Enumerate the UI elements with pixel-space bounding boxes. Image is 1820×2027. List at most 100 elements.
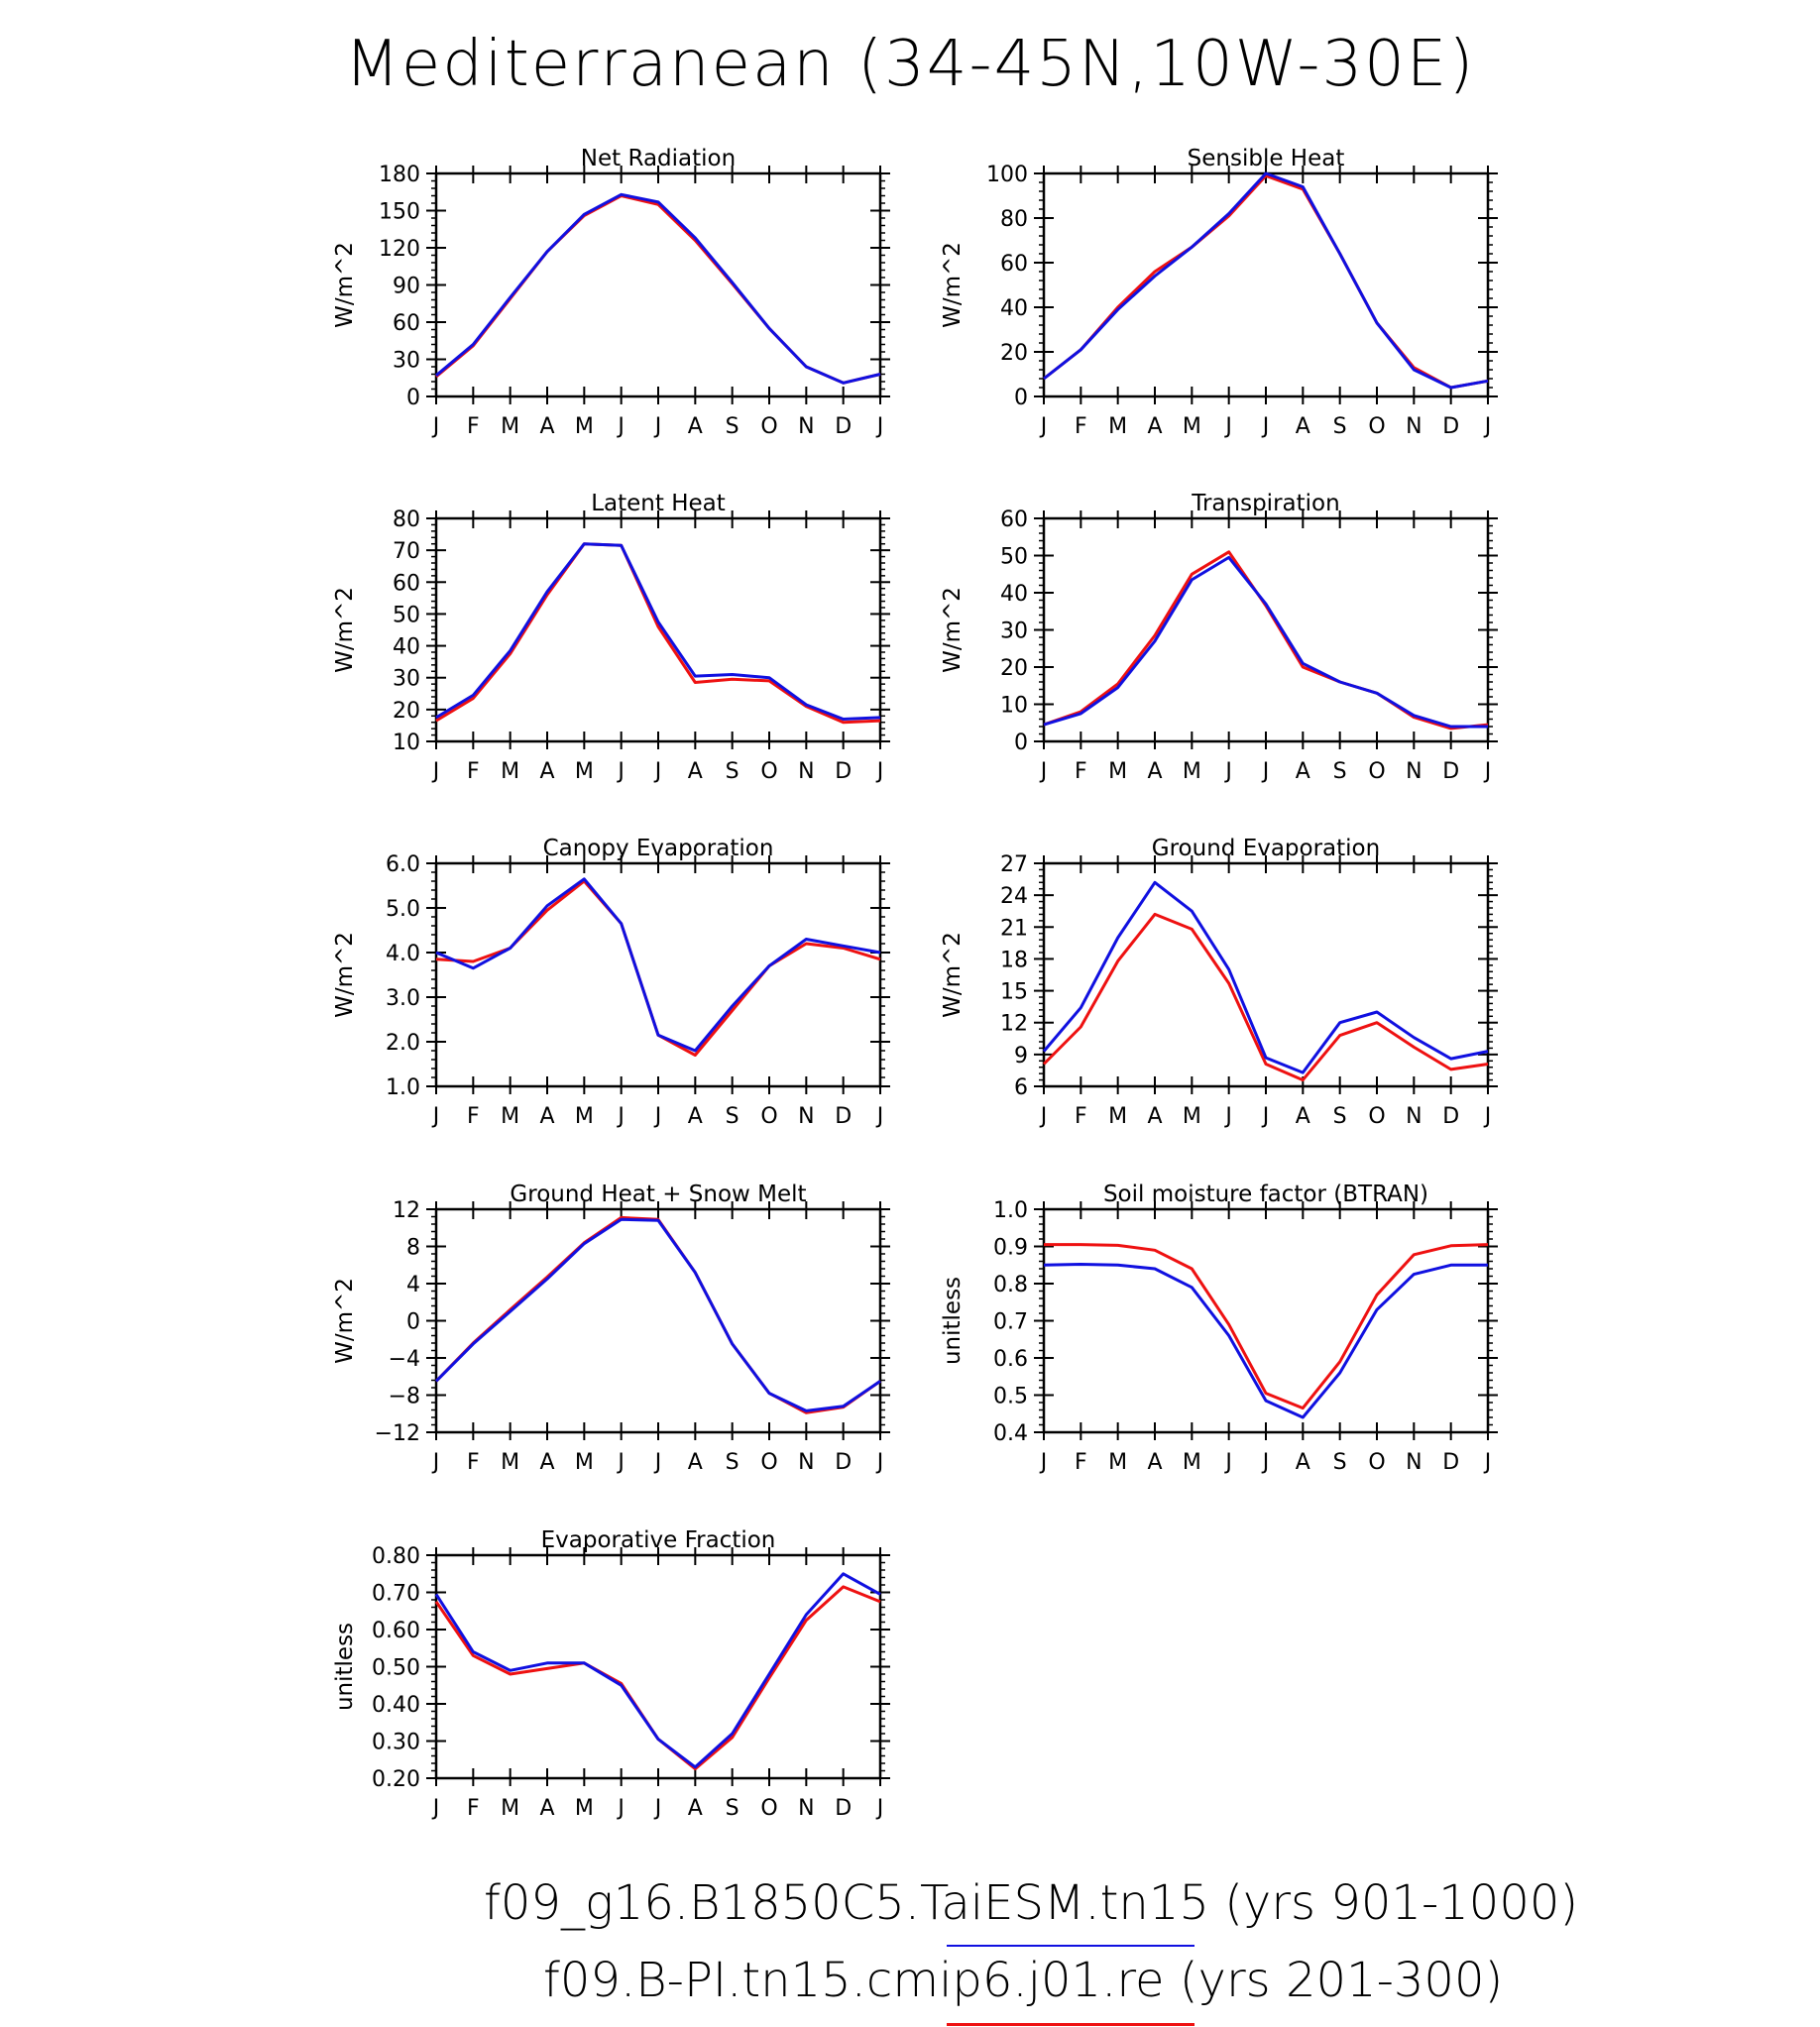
y-tick-label: 15: [1000, 980, 1028, 1005]
y-tick-label: 150: [379, 200, 420, 225]
y-tick-label: 6: [1014, 1075, 1028, 1100]
y-tick-label: 12: [393, 1198, 420, 1223]
legend-entry-1: f09_g16.B1850C5.TaiESM.tn15 (yrs 901-100…: [484, 1875, 1579, 1931]
x-tick-label: M: [1183, 1450, 1201, 1475]
x-tick-label: O: [760, 1104, 777, 1129]
x-tick-label: J: [1223, 1450, 1232, 1475]
y-tick-label: 0.50: [372, 1656, 420, 1681]
y-axis-label: W/m^2: [332, 932, 358, 1018]
x-tick-label: M: [575, 414, 594, 439]
x-tick-label: J: [616, 759, 625, 784]
series-line-blue: [435, 877, 881, 1053]
y-tick-label: 60: [1000, 507, 1028, 532]
series-line-red: [1043, 550, 1489, 731]
x-tick-label: J: [431, 759, 440, 784]
x-tick-label: J: [1483, 414, 1492, 439]
y-tick-label: 3.0: [386, 986, 420, 1011]
y-tick-label: 0.4: [993, 1421, 1028, 1446]
x-tick-label: M: [575, 1450, 594, 1475]
plot-frame: [434, 171, 882, 398]
y-tick-label: 2.0: [386, 1031, 420, 1056]
y-tick-label: −8: [389, 1385, 420, 1409]
y-tick-label: 40: [393, 635, 420, 660]
y-tick-label: 70: [393, 539, 420, 564]
y-tick-label: 0.60: [372, 1619, 420, 1643]
x-tick-label: N: [798, 1450, 814, 1475]
x-tick-label: J: [616, 1796, 625, 1821]
y-tick-label: 0: [1014, 731, 1028, 755]
legend-line-swatch-2: [947, 2023, 1194, 2026]
x-tick-label: J: [875, 1104, 884, 1129]
x-tick-label: J: [875, 414, 884, 439]
y-tick-label: 6.0: [386, 852, 420, 877]
y-axis-label: W/m^2: [332, 587, 358, 673]
y-tick-label: 0.6: [993, 1347, 1028, 1372]
y-tick-label: 0.9: [993, 1236, 1028, 1261]
series-line-red: [435, 542, 881, 725]
x-tick-label: D: [835, 414, 852, 439]
y-tick-label: 0.30: [372, 1731, 420, 1755]
y-axis-label: W/m^2: [940, 242, 966, 328]
y-tick-label: 10: [1000, 694, 1028, 719]
plot-frame: [434, 861, 882, 1088]
x-tick-label: J: [1039, 759, 1048, 784]
x-tick-label: D: [1442, 414, 1459, 439]
x-tick-label: S: [1333, 414, 1347, 439]
x-tick-label: J: [653, 1450, 662, 1475]
series-line-blue: [1042, 880, 1489, 1074]
x-tick-label: J: [1039, 1450, 1048, 1475]
x-tick-label: A: [539, 1104, 554, 1129]
x-tick-label: S: [1333, 1450, 1347, 1475]
legend-entry-2: f09.B-PI.tn15.cmip6.j01.re (yrs 201-300): [543, 1953, 1504, 2008]
x-tick-label: S: [726, 1450, 739, 1475]
y-tick-label: 0: [1014, 386, 1028, 410]
x-tick-label: O: [760, 759, 777, 784]
x-tick-label: N: [798, 759, 814, 784]
x-tick-label: N: [1406, 759, 1422, 784]
x-tick-label: A: [539, 414, 554, 439]
y-tick-label: 120: [379, 237, 420, 262]
x-tick-label: O: [760, 1796, 777, 1821]
x-tick-label: F: [467, 414, 480, 439]
series-line-blue: [435, 192, 881, 385]
x-tick-label: F: [1075, 759, 1087, 784]
x-tick-label: J: [653, 414, 662, 439]
y-tick-label: 4.0: [386, 942, 420, 966]
y-tick-label: 0.80: [372, 1544, 420, 1569]
y-axis-label: W/m^2: [332, 1278, 358, 1364]
legend-line-swatch-1: [947, 1945, 1194, 1947]
y-axis-label: W/m^2: [332, 242, 358, 328]
x-tick-label: S: [726, 1796, 739, 1821]
figure-title: Mediterranean (34-45N,10W-30E): [344, 28, 1476, 101]
x-tick-label: M: [1183, 1104, 1201, 1129]
y-tick-label: 1.0: [993, 1198, 1028, 1223]
x-tick-label: J: [1261, 759, 1270, 784]
y-tick-label: 10: [393, 731, 420, 755]
y-tick-label: 21: [1000, 916, 1028, 941]
x-tick-label: F: [1075, 1450, 1087, 1475]
y-tick-label: 1.0: [386, 1075, 420, 1100]
x-tick-label: J: [616, 414, 625, 439]
y-tick-label: 0.40: [372, 1693, 420, 1718]
plot-frame: [434, 1207, 882, 1434]
x-tick-label: F: [1075, 1104, 1087, 1129]
x-tick-label: N: [798, 1796, 814, 1821]
x-tick-label: A: [1147, 1104, 1162, 1129]
x-tick-label: M: [501, 1796, 519, 1821]
x-tick-label: A: [1296, 414, 1310, 439]
x-tick-label: J: [1483, 759, 1492, 784]
x-tick-label: D: [835, 759, 852, 784]
x-tick-label: D: [1442, 1450, 1459, 1475]
plot-frame: [1042, 171, 1490, 398]
y-tick-label: 30: [393, 349, 420, 374]
y-tick-label: 30: [1000, 619, 1028, 644]
y-tick-label: 50: [393, 603, 420, 627]
x-tick-label: J: [616, 1104, 625, 1129]
x-tick-label: M: [1183, 759, 1201, 784]
x-tick-label: M: [575, 1796, 594, 1821]
y-tick-label: 180: [379, 163, 420, 187]
x-tick-label: J: [1483, 1104, 1492, 1129]
y-axis-label: W/m^2: [940, 932, 966, 1018]
